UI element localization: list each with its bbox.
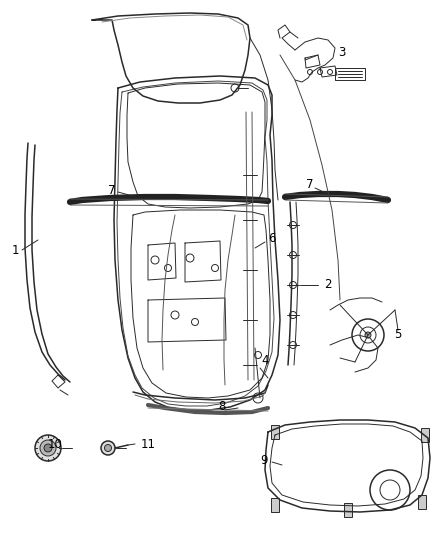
Bar [418,495,426,509]
Text: 2: 2 [324,279,332,292]
Text: 9: 9 [260,454,268,466]
Text: 10: 10 [48,439,63,451]
Bar [421,428,429,442]
Circle shape [101,441,115,455]
Text: 11: 11 [141,439,155,451]
Bar [271,425,279,439]
Text: 3: 3 [338,45,346,59]
Circle shape [35,435,61,461]
Circle shape [44,444,52,452]
Text: 1: 1 [11,244,19,256]
Text: 8: 8 [218,400,226,414]
Bar [344,503,352,517]
Text: 7: 7 [306,179,314,191]
Text: 7: 7 [108,183,116,197]
Bar [271,498,279,512]
Text: 6: 6 [268,231,276,245]
Text: 4: 4 [261,353,269,367]
Circle shape [365,332,371,338]
Circle shape [40,440,56,456]
Text: 5: 5 [394,328,402,342]
Circle shape [105,445,112,451]
